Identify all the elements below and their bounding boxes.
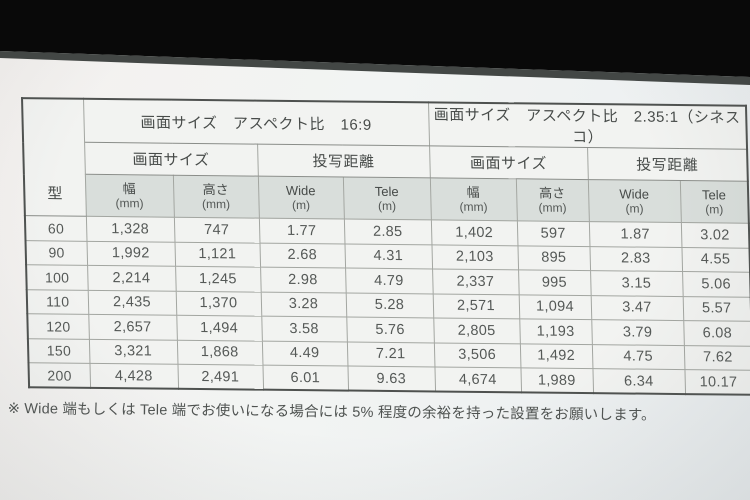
column-header-tele-left: Tele (m) [342, 176, 431, 220]
value-cell: 2,805 [433, 317, 520, 344]
column-header-height-left: 高さ (mm) [172, 175, 259, 219]
value-cell: 2.85 [343, 219, 432, 245]
value-cell: 3.79 [591, 319, 684, 346]
value-cell: 2.83 [589, 246, 683, 272]
subheader-projection-distance-right: 投写距離 [587, 147, 748, 182]
value-cell: 1,868 [176, 339, 263, 366]
value-cell: 2,491 [177, 364, 264, 390]
value-cell: 1,370 [175, 290, 262, 317]
value-cell: 5.57 [682, 296, 750, 322]
value-cell: 1,193 [519, 318, 592, 345]
size-cell: 90 [25, 240, 88, 266]
value-cell: 6.08 [683, 320, 750, 346]
value-cell: 4,674 [434, 366, 522, 393]
value-cell: 4.55 [681, 247, 750, 273]
value-cell: 4.75 [591, 344, 685, 370]
size-cell: 120 [27, 313, 89, 339]
group-header-16-9: 画面サイズ アスペクト比 16:9 [83, 98, 430, 146]
value-cell: 1.77 [258, 218, 345, 244]
value-cell: 995 [518, 269, 591, 296]
column-header-width-right: 幅 (mm) [429, 177, 517, 221]
value-cell: 4,428 [89, 363, 179, 389]
value-cell: 747 [173, 217, 260, 243]
value-cell: 3.15 [590, 270, 683, 297]
subheader-screen-size-right: 画面サイズ [429, 145, 588, 180]
value-cell: 4.49 [261, 340, 348, 367]
value-cell: 6.34 [592, 368, 686, 395]
value-cell: 1,245 [175, 266, 261, 292]
value-cell: 1,492 [519, 343, 593, 369]
value-cell: 5.76 [346, 317, 434, 343]
value-cell: 597 [516, 220, 590, 247]
value-cell: 5.28 [345, 292, 434, 318]
group-header-2-35-1: 画面サイズ アスペクト比 2.35:1（シネスコ） [428, 102, 748, 150]
size-cell: 200 [28, 362, 91, 388]
value-cell: 1,494 [176, 315, 262, 341]
column-header-wide-left: Wide (m) [257, 176, 344, 220]
size-cell: 100 [26, 264, 88, 290]
value-cell: 6.01 [262, 365, 349, 391]
column-header-tele-right: Tele (m) [679, 180, 749, 224]
value-cell: 2,657 [88, 314, 177, 340]
value-cell: 3,321 [88, 338, 178, 365]
value-cell: 4.31 [344, 243, 433, 269]
value-cell: 2.68 [259, 242, 346, 269]
subheader-screen-size-left: 画面サイズ [84, 142, 258, 177]
value-cell: 1,402 [430, 219, 518, 246]
value-cell: 7.62 [683, 345, 750, 371]
subheader-projection-distance-left: 投写距離 [257, 144, 430, 178]
column-header-width-left: 幅 (mm) [84, 174, 174, 218]
value-cell: 1,989 [520, 367, 594, 394]
value-cell: 4.79 [345, 268, 433, 294]
value-cell: 3.47 [590, 295, 684, 321]
value-cell: 2,103 [431, 244, 519, 270]
value-cell: 7.21 [346, 341, 435, 367]
spec-table-wrap: 型 画面サイズ アスペクト比 16:9 画面サイズ アスペクト比 2.35:1（… [20, 97, 750, 396]
value-cell: 1,328 [85, 216, 175, 242]
slide-content: 型 画面サイズ アスペクト比 16:9 画面サイズ アスペクト比 2.35:1（… [7, 97, 750, 426]
size-cell: 150 [27, 338, 90, 364]
value-cell: 9.63 [347, 366, 436, 392]
value-cell: 2.98 [260, 267, 346, 293]
column-header-type: 型 [22, 98, 86, 217]
value-cell: 3.02 [680, 222, 750, 248]
value-cell: 3.28 [260, 291, 347, 318]
value-cell: 1,121 [174, 241, 261, 268]
value-cell: 895 [517, 245, 591, 271]
value-cell: 1,992 [86, 240, 176, 267]
size-cell: 60 [24, 215, 87, 241]
value-cell: 2,214 [87, 265, 176, 291]
value-cell: 2,435 [87, 289, 177, 316]
value-cell: 1.87 [588, 221, 682, 248]
value-cell: 2,337 [432, 268, 519, 295]
value-cell: 1,094 [518, 294, 592, 320]
projection-spec-table: 型 画面サイズ アスペクト比 16:9 画面サイズ アスペクト比 2.35:1（… [20, 97, 750, 396]
value-cell: 3,506 [433, 342, 521, 368]
value-cell: 5.06 [682, 271, 750, 297]
value-cell: 3.58 [261, 316, 347, 342]
size-cell: 110 [26, 289, 89, 315]
value-cell: 2,571 [432, 293, 520, 319]
column-header-wide-right: Wide (m) [587, 179, 681, 223]
column-header-height-right: 高さ (mm) [515, 178, 589, 222]
value-cell: 10.17 [684, 369, 750, 395]
